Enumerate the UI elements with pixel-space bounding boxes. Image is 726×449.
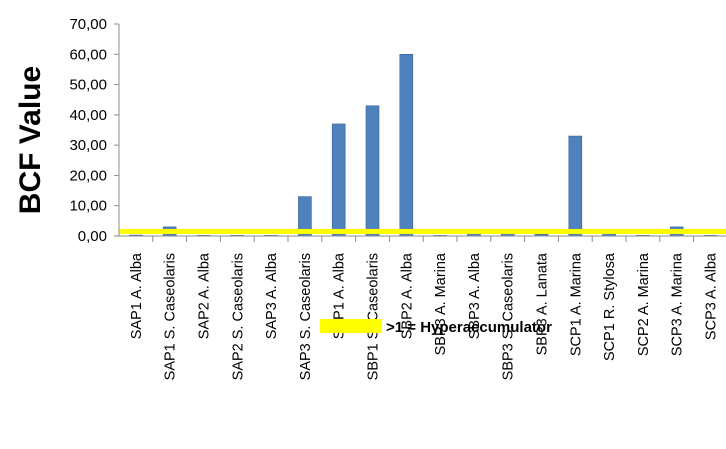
x-category-label: SBP3 A. Marina — [433, 252, 449, 355]
y-tick-label: 0,00 — [78, 228, 107, 245]
y-ticks-group — [114, 23, 119, 237]
x-category-label: SBP2 A. Alba — [399, 252, 415, 339]
bar — [399, 53, 414, 237]
x-category-label: SBP1 S. Caseolaris — [366, 253, 382, 380]
y-tick-label: 60,00 — [69, 46, 107, 63]
x-category-label: SCP1 R. Stylosa — [602, 252, 618, 361]
x-category-label: SAP2 S. Caseolaris — [230, 253, 246, 380]
hyperaccumulator-threshold-line — [119, 228, 726, 234]
x-category-label: SAP1 S. Caseolaris — [163, 253, 179, 380]
bars-group — [129, 53, 718, 237]
x-category-labels: SAP1 A. Alba SAP1 S. Caseolaris SAP2 A. Al… — [129, 252, 720, 380]
x-ticks-group — [152, 236, 695, 242]
bar — [365, 105, 380, 237]
legend-label-threshold: >1 = Hyperaccumulator — [386, 319, 552, 336]
y-tick-label: 30,00 — [69, 137, 107, 154]
x-category-label: SAP2 A. Alba — [197, 252, 213, 339]
x-category-label: SCP1 A. Marina — [568, 252, 584, 356]
y-axis-title: BCF Value — [14, 66, 47, 214]
x-category-label: SCP3 A. Alba — [704, 252, 720, 340]
x-category-label: SBP3 A. Lanata — [535, 252, 551, 355]
x-category-label: SAP3 S. Caseolaris — [298, 253, 314, 380]
x-category-label: SAP1 A. Alba — [129, 252, 145, 339]
bar — [331, 123, 346, 237]
y-tick-label: 50,00 — [69, 77, 107, 94]
x-category-label: SCP2 A. Marina — [636, 252, 652, 356]
x-category-label: SBP3 A. Alba — [467, 252, 483, 339]
x-category-label: SBP3 S. Caseolaris — [501, 253, 517, 380]
legend-swatch-threshold — [320, 319, 382, 333]
x-category-label: SCP3 A. Marina — [670, 252, 686, 356]
y-tick-label: 10,00 — [69, 198, 107, 215]
x-category-label: SBP1 A. Alba — [332, 252, 348, 339]
bar — [568, 135, 583, 237]
y-tick-label: 20,00 — [69, 167, 107, 184]
y-tick-label: 70,00 — [69, 16, 107, 33]
x-category-label: SAP3 A. Alba — [264, 252, 280, 339]
y-tick-label: 40,00 — [69, 107, 107, 124]
y-tick-labels: 0,00 10,00 20,00 30,00 40,00 50,00 60,00 70,00 — [69, 16, 107, 245]
